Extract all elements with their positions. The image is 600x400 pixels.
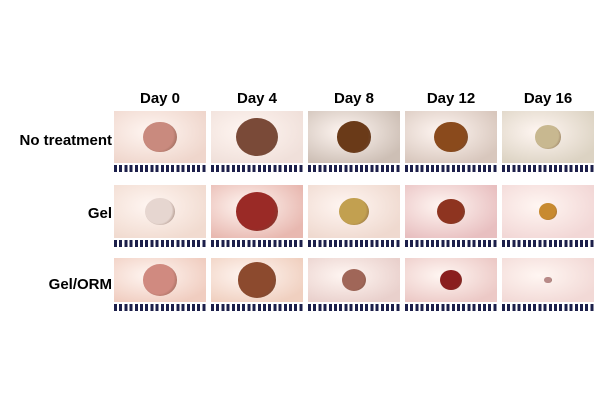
scale-ruler	[114, 165, 206, 172]
column-header: Day 0	[139, 90, 181, 107]
scale-ruler	[502, 165, 594, 172]
wound-photo	[211, 111, 303, 163]
wound-photo	[114, 258, 206, 302]
wound-area	[143, 121, 177, 153]
wound-photo	[308, 185, 400, 238]
column-header: Day 12	[426, 90, 476, 107]
scale-ruler	[114, 304, 206, 311]
wound-photo	[114, 185, 206, 238]
wound-photo	[405, 111, 497, 163]
wound-photo	[502, 258, 594, 302]
wound-area	[142, 263, 178, 297]
scale-ruler	[308, 304, 400, 311]
wound-photo	[502, 111, 594, 163]
wound-area	[437, 198, 465, 225]
wound-photo	[405, 185, 497, 238]
row-label: Gel/ORM	[48, 276, 112, 293]
wound-area	[338, 197, 370, 226]
scale-ruler	[114, 240, 206, 247]
wound-photo	[308, 258, 400, 302]
wound-area	[535, 125, 561, 149]
wound-area	[342, 268, 366, 291]
wound-area	[439, 269, 463, 291]
scale-ruler	[405, 240, 497, 247]
column-header: Day 4	[236, 90, 278, 107]
scale-ruler	[308, 240, 400, 247]
scale-ruler	[211, 304, 303, 311]
wound-area	[236, 117, 278, 157]
row-label: Gel	[87, 205, 112, 222]
wound-area	[336, 120, 372, 154]
scale-ruler	[502, 240, 594, 247]
scale-ruler	[405, 304, 497, 311]
wound-area	[544, 276, 552, 284]
scale-ruler	[211, 165, 303, 172]
wound-photo	[502, 185, 594, 238]
wound-area	[538, 203, 558, 220]
scale-ruler	[211, 240, 303, 247]
scale-ruler	[502, 304, 594, 311]
wound-photo	[405, 258, 497, 302]
row-label: No treatment	[19, 132, 112, 149]
wound-area	[237, 262, 277, 298]
wound-area	[434, 121, 468, 153]
scale-ruler	[308, 165, 400, 172]
wound-area	[144, 197, 176, 226]
column-header: Day 16	[523, 90, 573, 107]
wound-photo	[211, 185, 303, 238]
scale-ruler	[405, 165, 497, 172]
wound-area	[235, 192, 279, 231]
wound-photo	[308, 111, 400, 163]
wound-photo	[114, 111, 206, 163]
column-header: Day 8	[333, 90, 375, 107]
wound-photo	[211, 258, 303, 302]
